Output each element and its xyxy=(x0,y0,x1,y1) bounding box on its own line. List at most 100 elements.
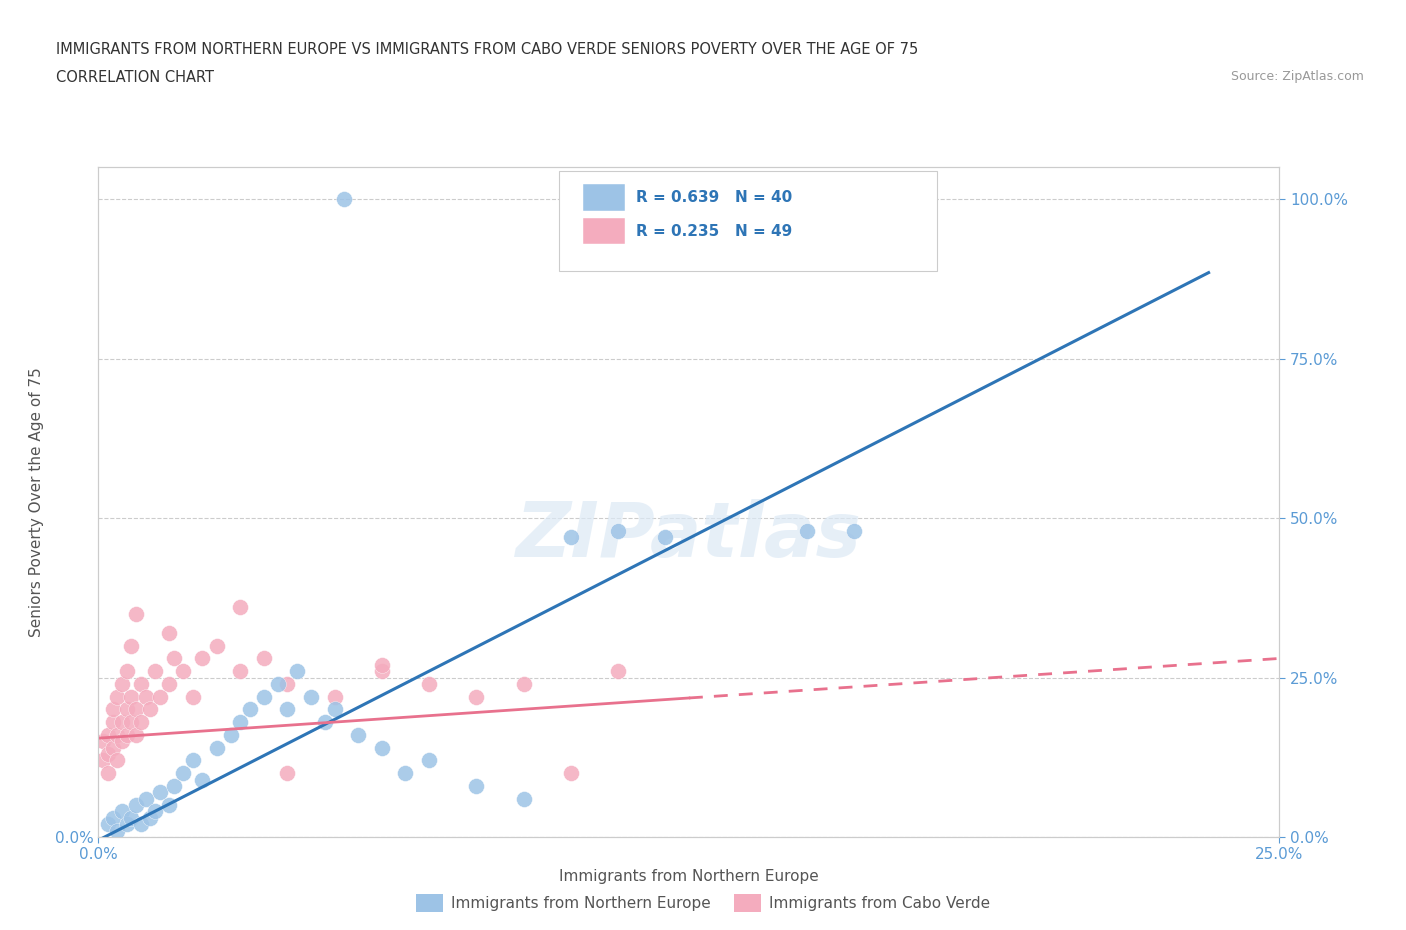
Point xyxy=(394,765,416,780)
Point xyxy=(276,765,298,780)
Point xyxy=(371,664,394,679)
Point xyxy=(181,753,204,768)
FancyBboxPatch shape xyxy=(560,171,936,272)
Point xyxy=(844,524,866,538)
Text: R = 0.235   N = 49: R = 0.235 N = 49 xyxy=(636,223,792,238)
Point xyxy=(607,664,630,679)
Point xyxy=(125,606,148,621)
Point xyxy=(465,689,488,704)
Point xyxy=(97,747,120,762)
Point xyxy=(135,689,157,704)
Point xyxy=(512,676,534,691)
Point xyxy=(101,702,124,717)
Point xyxy=(229,664,252,679)
Point xyxy=(205,740,228,755)
Point xyxy=(125,798,148,813)
Text: IMMIGRANTS FROM NORTHERN EUROPE VS IMMIGRANTS FROM CABO VERDE SENIORS POVERTY OV: IMMIGRANTS FROM NORTHERN EUROPE VS IMMIG… xyxy=(56,42,918,57)
Point xyxy=(157,626,180,641)
Point xyxy=(157,798,180,813)
Point xyxy=(129,676,152,691)
Point xyxy=(115,664,138,679)
Point xyxy=(512,791,534,806)
Point xyxy=(314,715,336,730)
Point xyxy=(105,753,128,768)
Point xyxy=(111,676,134,691)
Point xyxy=(418,753,440,768)
Point xyxy=(418,676,440,691)
Point xyxy=(560,765,582,780)
Point xyxy=(111,715,134,730)
Point xyxy=(323,689,346,704)
Point xyxy=(276,702,298,717)
Point xyxy=(121,810,143,825)
X-axis label: Immigrants from Northern Europe: Immigrants from Northern Europe xyxy=(560,870,818,884)
Point xyxy=(191,651,214,666)
FancyBboxPatch shape xyxy=(582,218,626,245)
Point xyxy=(163,651,186,666)
Point xyxy=(149,689,172,704)
Point xyxy=(139,810,162,825)
Point xyxy=(115,702,138,717)
Point xyxy=(323,702,346,717)
Point xyxy=(181,689,204,704)
Point xyxy=(149,785,172,800)
Point xyxy=(285,664,308,679)
Point xyxy=(101,715,124,730)
Point xyxy=(111,734,134,749)
Text: ZIPatlas: ZIPatlas xyxy=(516,498,862,573)
Point xyxy=(163,778,186,793)
Point xyxy=(121,715,143,730)
Point xyxy=(105,689,128,704)
Point xyxy=(276,676,298,691)
Point xyxy=(347,727,370,742)
Point xyxy=(129,817,152,831)
Point xyxy=(143,664,166,679)
Text: CORRELATION CHART: CORRELATION CHART xyxy=(56,70,214,85)
Point xyxy=(253,689,276,704)
Y-axis label: Seniors Poverty Over the Age of 75: Seniors Poverty Over the Age of 75 xyxy=(28,367,44,637)
Text: Source: ZipAtlas.com: Source: ZipAtlas.com xyxy=(1230,70,1364,83)
Point xyxy=(172,664,194,679)
Point xyxy=(101,810,124,825)
Legend: Immigrants from Northern Europe, Immigrants from Cabo Verde: Immigrants from Northern Europe, Immigra… xyxy=(411,888,995,918)
Point xyxy=(129,715,152,730)
Point xyxy=(371,658,394,672)
Point xyxy=(101,740,124,755)
Point xyxy=(121,638,143,653)
Point xyxy=(796,524,818,538)
Point xyxy=(97,765,120,780)
Point xyxy=(105,823,128,838)
Point xyxy=(239,702,262,717)
Point xyxy=(105,727,128,742)
Point xyxy=(371,740,394,755)
Point xyxy=(560,530,582,545)
FancyBboxPatch shape xyxy=(582,184,626,211)
Point xyxy=(143,804,166,819)
Point xyxy=(91,734,114,749)
Point xyxy=(115,727,138,742)
Text: R = 0.639   N = 40: R = 0.639 N = 40 xyxy=(636,190,792,205)
Point xyxy=(333,192,356,206)
Point xyxy=(157,676,180,691)
Point xyxy=(115,817,138,831)
Point xyxy=(111,804,134,819)
Point xyxy=(172,765,194,780)
Point xyxy=(97,817,120,831)
Point xyxy=(229,600,252,615)
Point xyxy=(139,702,162,717)
Point xyxy=(607,524,630,538)
Point xyxy=(229,715,252,730)
Point xyxy=(219,727,242,742)
Point xyxy=(97,727,120,742)
Point xyxy=(191,772,214,787)
Point xyxy=(125,702,148,717)
Point xyxy=(465,778,488,793)
Point xyxy=(125,727,148,742)
Point xyxy=(253,651,276,666)
Point xyxy=(205,638,228,653)
Point xyxy=(121,689,143,704)
Point xyxy=(654,530,676,545)
Point xyxy=(299,689,322,704)
Point xyxy=(267,676,290,691)
Point xyxy=(91,753,114,768)
